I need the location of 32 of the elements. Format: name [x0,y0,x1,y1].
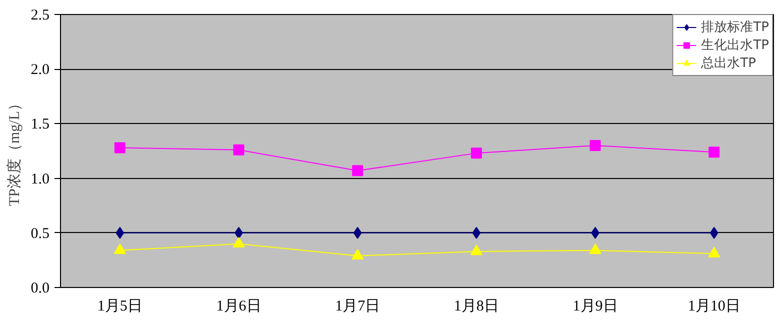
x-tick-label: 1月8日 [454,298,499,314]
point [232,236,245,248]
point [352,248,364,260]
point [710,226,718,239]
x-tick-label: 1月10日 [688,298,740,314]
point [589,244,602,254]
point [114,244,126,254]
legend-label: 生化出水TP [701,37,769,54]
x-tick-label: 1月7日 [335,298,380,314]
y-axis-title: TP浓度（mg/L） [6,96,23,206]
y-tick-label: 1.0 [30,171,50,188]
y-tick-label: 2.5 [30,8,50,24]
y-tick-label: 0.0 [30,280,50,296]
point [590,140,601,152]
x-tick-label: 1月9日 [572,298,618,314]
point [353,226,362,239]
y-tick-label: 2.0 [30,62,50,78]
y-tick-label: 0.5 [30,226,50,242]
point [114,142,126,154]
point [352,165,364,176]
x-tick-label: 1月6日 [216,298,262,314]
point [116,226,124,239]
point [233,144,244,156]
legend-label: 排放标准TP [701,19,769,36]
point [472,226,481,239]
point [708,146,720,158]
point [708,246,720,258]
legend-label: 总出水TP [701,55,756,72]
y-tick-label: 1.5 [30,116,50,133]
point [470,244,482,256]
x-tick-label: 1月5日 [97,298,142,314]
point [470,148,482,159]
